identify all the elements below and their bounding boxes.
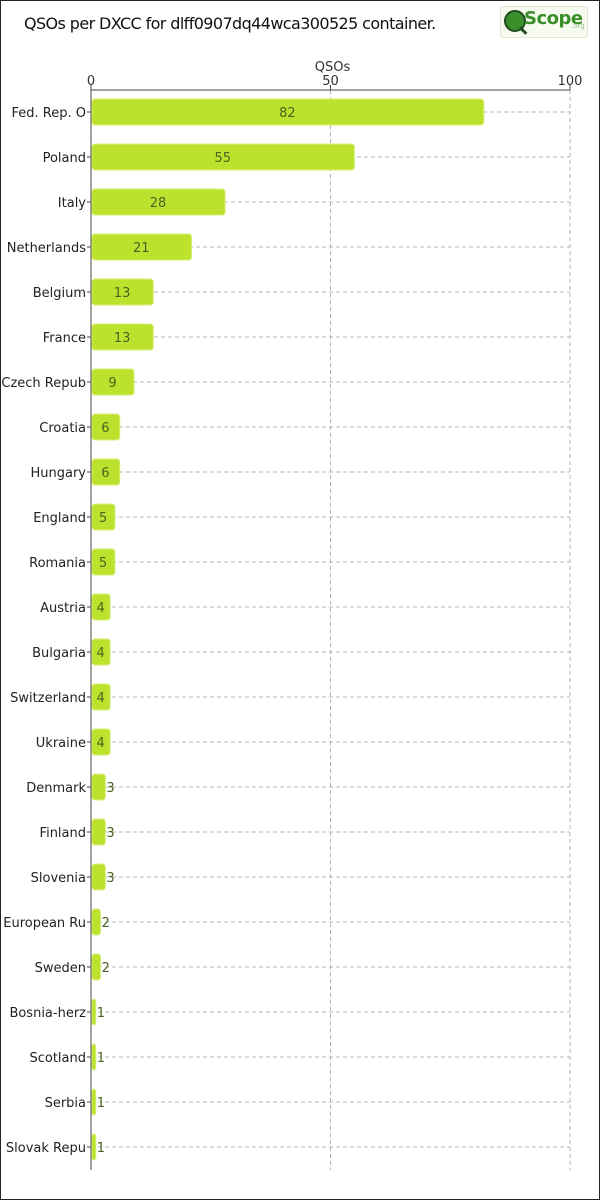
value-label: 4 [96, 691, 104, 706]
value-label: 2 [102, 961, 110, 976]
category-label: Czech Repub [1, 376, 86, 391]
category-label: Ukraine [36, 736, 86, 751]
bar [91, 368, 135, 396]
category-label: England [33, 511, 86, 526]
bar [91, 1133, 97, 1161]
value-label: 5 [99, 511, 107, 526]
value-label: 2 [102, 916, 110, 931]
category-label: Scotland [29, 1051, 86, 1066]
qscope-logo[interactable]: Scope .org [500, 6, 588, 38]
value-label: 9 [108, 376, 116, 391]
category-label: Finland [40, 826, 86, 841]
bar [91, 188, 226, 216]
value-label: 6 [101, 466, 109, 481]
chart-title: QSOs per DXCC for dlff0907dq44wca300525 … [24, 14, 436, 33]
value-label: 3 [106, 781, 114, 796]
category-label: Sweden [35, 961, 86, 976]
value-label: 13 [114, 286, 131, 301]
category-label: European Ru [3, 916, 86, 931]
bar [91, 863, 106, 891]
bar [91, 728, 111, 756]
category-label: Serbia [45, 1096, 86, 1111]
bar [91, 683, 111, 711]
category-label: Slovenia [31, 871, 86, 886]
bar [91, 593, 111, 621]
bar [91, 323, 154, 351]
x-tick-label: 0 [87, 74, 95, 89]
value-label: 3 [106, 826, 114, 841]
value-label: 21 [133, 241, 150, 256]
x-tick-label: 50 [322, 74, 339, 89]
category-label: Hungary [30, 466, 86, 481]
bar [91, 233, 193, 261]
value-label: 6 [101, 421, 109, 436]
bar [91, 458, 121, 486]
category-label: Belgium [33, 286, 86, 301]
logo-suffix: .org [571, 22, 585, 30]
value-label: 4 [96, 736, 104, 751]
value-label: 1 [97, 1006, 105, 1021]
category-label: Romania [29, 556, 86, 571]
bar [91, 278, 154, 306]
bar [91, 1043, 97, 1071]
value-label: 1 [97, 1051, 105, 1066]
value-label: 1 [97, 1096, 105, 1111]
value-label: 55 [214, 151, 231, 166]
category-label: Fed. Rep. O [12, 106, 86, 121]
bar [91, 143, 355, 171]
value-label: 4 [96, 646, 104, 661]
bar [91, 818, 106, 846]
category-label: Italy [58, 196, 87, 211]
value-label: 28 [150, 196, 167, 211]
bar [91, 953, 102, 981]
logo-text: Scope [524, 8, 583, 29]
bar [91, 773, 106, 801]
category-label: Bulgaria [32, 646, 86, 661]
category-label: Netherlands [7, 241, 86, 256]
bar [91, 548, 116, 576]
bar [91, 1088, 97, 1116]
value-label: 82 [279, 106, 296, 121]
category-label: Bosnia-herz [9, 1006, 86, 1021]
category-label: Slovak Repu [6, 1141, 86, 1156]
value-label: 5 [99, 556, 107, 571]
category-label: France [43, 331, 86, 346]
category-label: Poland [43, 151, 86, 166]
value-label: 1 [97, 1141, 105, 1156]
value-label: 3 [106, 871, 114, 886]
x-axis-label: QSOs [315, 60, 351, 75]
x-tick-label: 100 [558, 74, 583, 89]
category-label: Switzerland [10, 691, 86, 706]
bar [91, 98, 485, 126]
value-label: 4 [96, 601, 104, 616]
bar [91, 998, 97, 1026]
category-label: Denmark [26, 781, 86, 796]
category-label: Croatia [39, 421, 86, 436]
bar [91, 413, 121, 441]
bar [91, 638, 111, 666]
bar [91, 503, 116, 531]
bar [91, 908, 102, 936]
category-label: Austria [40, 601, 86, 616]
value-label: 13 [114, 331, 131, 346]
